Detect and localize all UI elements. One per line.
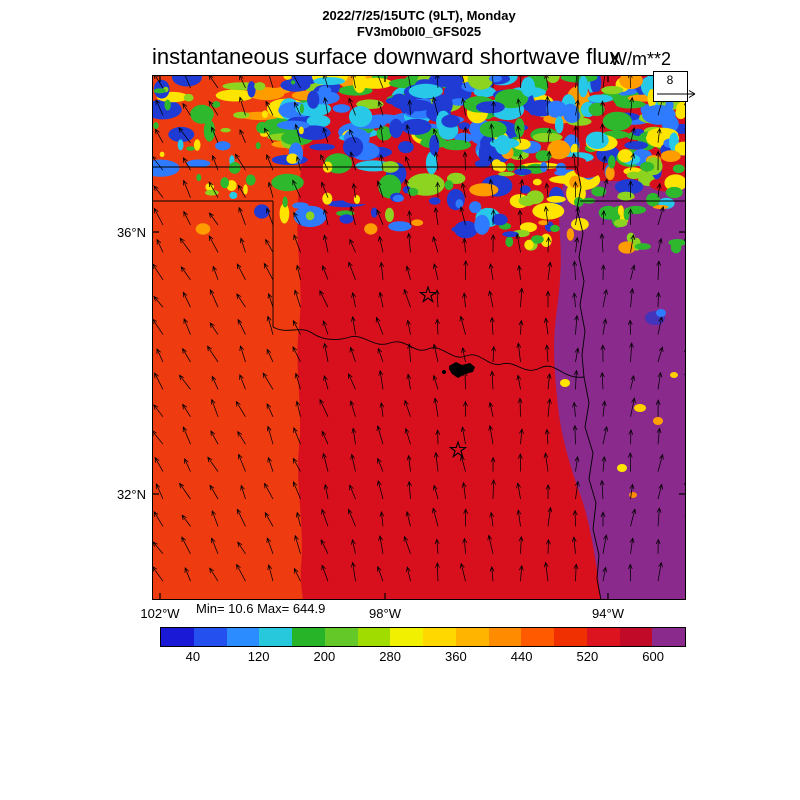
colorbar-segment [259, 628, 292, 646]
colorbar-tick-label: 600 [642, 649, 664, 664]
lat-label-32n: 32°N [116, 487, 146, 502]
colorbar-segment [390, 628, 423, 646]
min-max-readout: Min= 10.6 Max= 644.9 [196, 601, 326, 616]
flux-map [141, 65, 699, 601]
colorbar-segment [423, 628, 456, 646]
flux-field-west [152, 75, 306, 600]
colorbar-labels: 40 120 200 280 360 440 520 600 [160, 649, 686, 665]
colorbar-segment [488, 628, 522, 646]
red-river-border [272, 326, 585, 378]
colorbar-tick-label: 120 [247, 649, 270, 664]
plot-title: instantaneous surface downward shortwave… [152, 44, 621, 69]
colorbar-segment [455, 628, 489, 646]
wind-reference-arrow-icon [657, 90, 696, 98]
colorbar-segment [521, 628, 554, 646]
state-borders [152, 75, 686, 601]
colorbar-segment [324, 628, 358, 646]
wind-reference-frame [653, 71, 688, 102]
flux-field-east [554, 181, 686, 600]
colorbar-tick-label: 520 [576, 649, 599, 664]
colorbar-segment [161, 628, 194, 646]
wind-vectors [151, 68, 693, 582]
colorbar-segment [586, 628, 620, 646]
colorbar-tick-label: 440 [510, 649, 533, 664]
model-heading: FV3m0b0I0_GFS025 [356, 24, 482, 39]
axis-ticks [152, 75, 686, 600]
colorbar-segment [652, 628, 685, 646]
wind-reference-box: 8 [653, 71, 696, 102]
colorbar-tick-label: 200 [313, 649, 336, 664]
valid-time-heading: 2022/7/25/15UTC (9LT), Monday [322, 8, 516, 23]
map-frame [152, 75, 686, 600]
colorbar-tick-label: 40 [185, 649, 201, 664]
city-star-marker [418, 285, 438, 303]
lon-label-102w: 102°W [140, 606, 180, 621]
lake-marker-dot [442, 370, 446, 374]
colorbar-segment [554, 628, 587, 646]
lon-label-98w: 98°W [369, 606, 401, 621]
units-label: W/m**2 [610, 49, 672, 69]
lon-label-94w: 94°W [592, 606, 624, 621]
colorbar-tick-label: 360 [445, 649, 467, 664]
city-star-marker [448, 440, 468, 458]
colorbar-tick-label: 280 [379, 649, 401, 664]
wind-reference-value: 8 [667, 73, 674, 87]
flux-map-canvas [141, 65, 699, 601]
colorbar-segment [619, 628, 653, 646]
colorbar-segment [193, 628, 227, 646]
lake-marker [449, 362, 475, 378]
lat-label-36n: 36°N [116, 225, 146, 240]
colorbar-segment [292, 628, 325, 646]
colorbar-segment [226, 628, 260, 646]
colorbar [160, 627, 686, 647]
cloud-cover-field [141, 65, 699, 254]
colorbar-segment [357, 628, 391, 646]
